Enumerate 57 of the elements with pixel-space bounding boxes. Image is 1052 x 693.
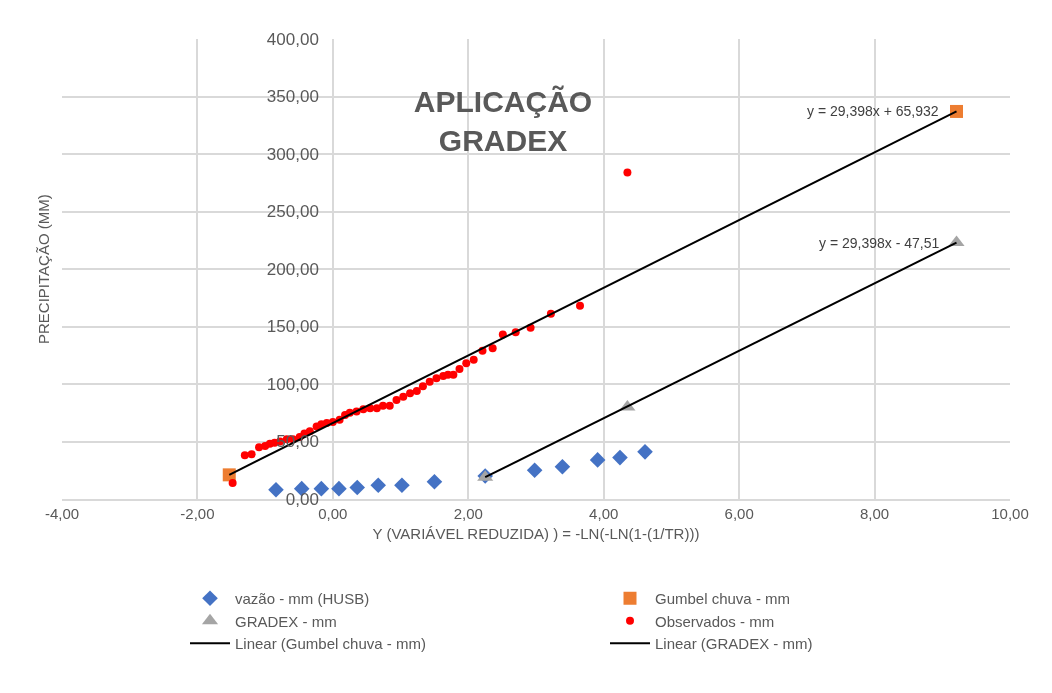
legend-label: GRADEX - mm [235,612,337,630]
point [576,301,585,310]
point [455,365,464,374]
point [240,451,249,460]
y-tick-label: 200,00 [266,259,319,279]
legend-label: Observados - mm [655,612,775,630]
point [426,473,443,490]
point [623,168,632,177]
point [469,355,478,364]
point [385,401,394,410]
point [406,389,415,398]
y-tick-label: 400,00 [266,29,319,49]
x-tick-label: 0,00 [318,504,348,522]
x-tick-label: 2,00 [453,504,483,522]
point [488,344,497,353]
point [412,386,421,395]
x-tick-label: 8,00 [859,504,890,522]
legend-label: Linear (GRADEX - mm) [655,635,813,653]
y-axis-title: PRECIPITAÇÃO (MM) [35,194,52,344]
point [228,478,237,487]
point [637,444,653,460]
point [247,450,256,459]
x-tick-label: -2,00 [180,504,215,522]
point [378,401,387,410]
x-tick-label: 10,00 [991,504,1029,522]
legend-label: Linear (Gumbel chuva - mm) [235,635,426,653]
point [331,480,347,497]
point [394,477,410,493]
annotation: y = 29,398x + 65,932 [807,103,939,119]
point [462,359,471,368]
point [370,477,387,493]
point [554,459,571,475]
point [612,449,628,466]
annotation: y = 29,398x - 47,51 [819,235,940,251]
point [432,374,441,383]
y-tick-label: 250,00 [266,202,319,222]
point [392,396,401,405]
point [399,392,408,401]
point [449,370,458,379]
text: APLICAÇÃO GRADEX [413,85,593,157]
point [589,452,606,468]
point [349,479,366,496]
y-tick-label: 300,00 [266,144,319,164]
y-tick-label: 100,00 [266,374,319,394]
y-tick-label: 350,00 [266,87,319,107]
x-tick-label: 6,00 [724,504,754,522]
legend-label: vazão - mm (HUSB) [235,590,370,608]
y-tick-label: 150,00 [266,317,319,337]
point [526,462,543,479]
x-tick-label: 4,00 [589,504,619,522]
point [425,377,434,386]
legend-label: Gumbel chuva - mm [655,590,791,608]
x-axis-title: Y (VARIÁVEL REDUZIDA) ) = -LN(-LN(1-(1/TR))) [372,525,700,543]
point [418,382,427,391]
x-tick-label: -4,00 [44,504,80,522]
point [268,482,284,498]
y-tick-label: 0,00 [285,489,319,509]
